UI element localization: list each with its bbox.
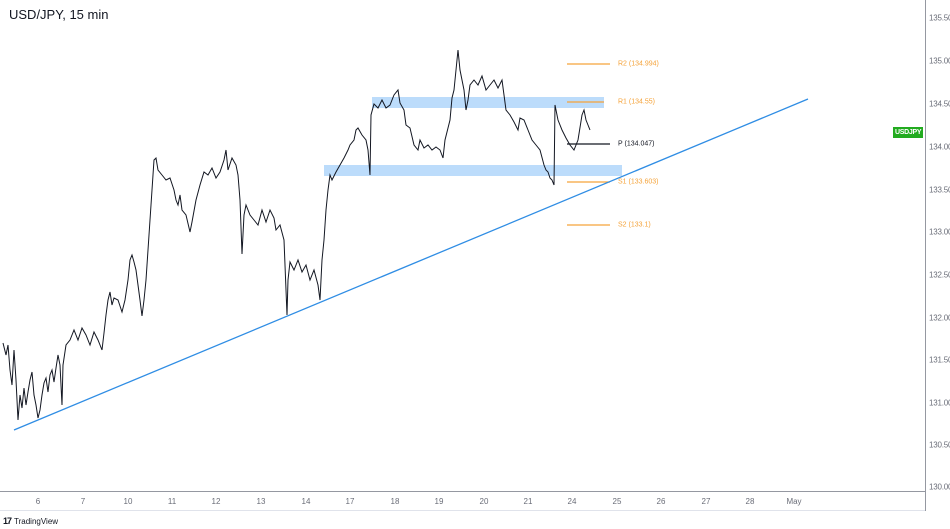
y-tick: 130.500 xyxy=(929,440,950,450)
x-tick: 10 xyxy=(123,497,133,506)
tradingview-logo-icon: 17 xyxy=(3,516,12,526)
y-tick: 135.000 xyxy=(929,56,950,66)
chart-title: USD/JPY, 15 min xyxy=(9,7,109,22)
pivot-s2-label: S2 (133.1) xyxy=(618,221,651,229)
pivot-r1-label: R1 (134.55) xyxy=(618,98,655,106)
x-tick: 6 xyxy=(35,497,41,506)
y-tick: 132.500 xyxy=(929,270,950,280)
x-tick: 28 xyxy=(745,497,755,506)
resistance-zone[interactable] xyxy=(372,97,604,108)
x-tick: 25 xyxy=(612,497,622,506)
x-tick: 14 xyxy=(301,497,311,506)
x-tick: 13 xyxy=(256,497,266,506)
support-zone[interactable] xyxy=(324,165,622,176)
y-tick: 131.500 xyxy=(929,355,950,365)
x-tick: 12 xyxy=(211,497,221,506)
y-tick: 134.500 xyxy=(929,99,950,109)
pivot-s1-label: S1 (133.603) xyxy=(618,178,659,186)
ascending-trendline[interactable] xyxy=(13,98,809,431)
y-tick: 133.500 xyxy=(929,185,950,195)
x-tick: 11 xyxy=(167,497,177,506)
y-tick: 132.000 xyxy=(929,313,950,323)
x-tick: 17 xyxy=(345,497,355,506)
price-line xyxy=(2,49,591,421)
y-tick: 131.000 xyxy=(929,398,950,408)
pivot-r2-label: R2 (134.994) xyxy=(618,60,659,68)
x-tick: 26 xyxy=(656,497,666,506)
y-axis[interactable] xyxy=(925,0,926,511)
x-tick: 21 xyxy=(523,497,533,506)
y-tick: 135.500 xyxy=(929,13,950,23)
symbol-price-badge: USDJPY xyxy=(893,127,924,138)
y-tick: 133.000 xyxy=(929,227,950,237)
x-axis[interactable] xyxy=(0,491,925,492)
x-tick: 24 xyxy=(567,497,577,506)
x-tick: 7 xyxy=(80,497,86,506)
tradingview-logo[interactable]: 17 TradingView xyxy=(3,516,58,526)
x-tick: 19 xyxy=(434,497,444,506)
y-tick: 130.000 xyxy=(929,482,950,492)
pivot-p-label: P (134.047) xyxy=(618,140,655,148)
x-tick: 27 xyxy=(701,497,711,506)
x-tick: 20 xyxy=(479,497,489,506)
tradingview-logo-text: TradingView xyxy=(14,516,59,526)
y-tick: 134.000 xyxy=(929,142,950,152)
x-axis-bottom-border xyxy=(0,510,925,511)
x-tick: 18 xyxy=(390,497,400,506)
x-tick: May xyxy=(786,497,802,506)
price-chart[interactable] xyxy=(0,0,925,491)
